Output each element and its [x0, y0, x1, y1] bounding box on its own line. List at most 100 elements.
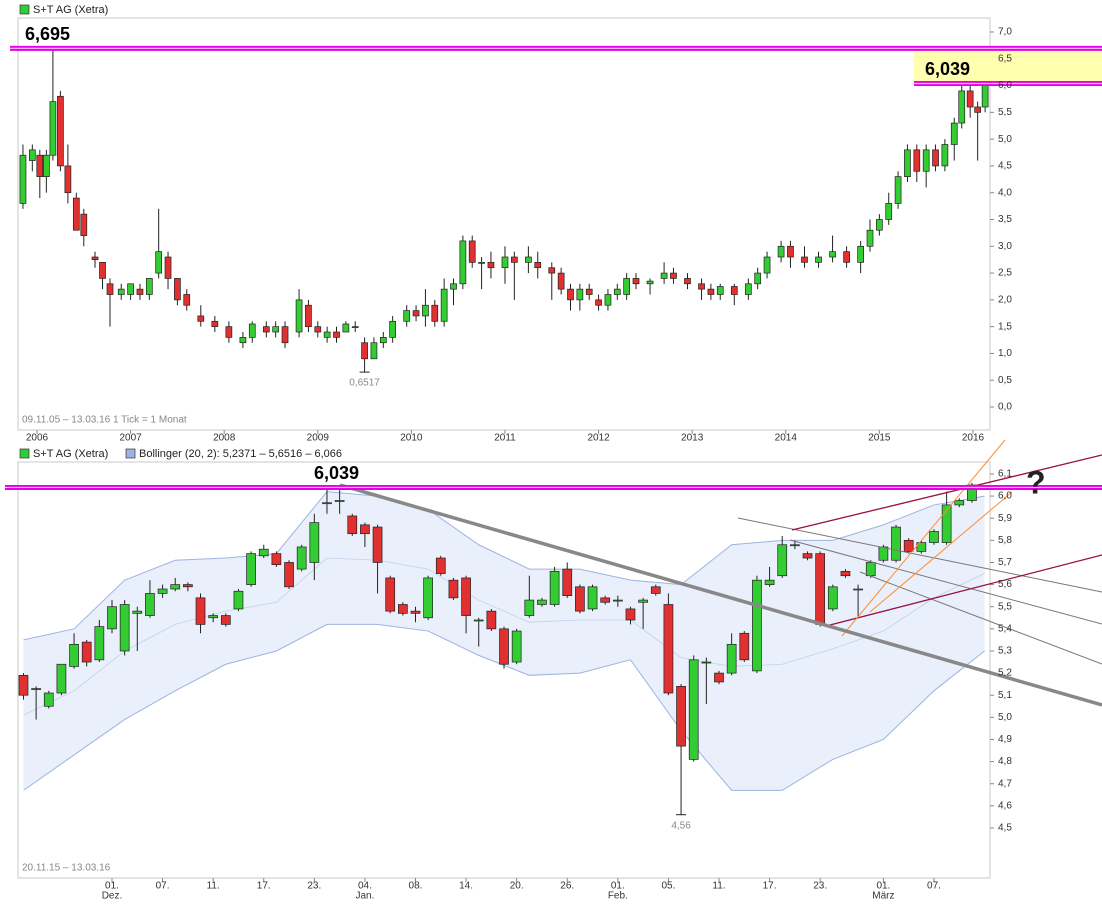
- x-tick-label: 01.: [876, 881, 890, 892]
- level-zone: [914, 48, 1102, 84]
- trend-line: [789, 539, 1102, 625]
- candle-body: [670, 272, 677, 279]
- x-tick-label: 2009: [307, 433, 330, 444]
- candle-body: [233, 590, 244, 610]
- y-tick-label: 4,9: [998, 734, 1012, 745]
- candle-body: [941, 144, 949, 167]
- candle-body: [974, 106, 981, 113]
- candle-body: [587, 586, 598, 610]
- range-label: 09.11.05 – 13.03.16 1 Tick = 1 Monat: [22, 415, 187, 426]
- candle-body: [478, 262, 485, 264]
- candle-body: [333, 331, 340, 338]
- y-tick-label: 6,0: [998, 80, 1012, 91]
- candle-body: [698, 283, 705, 290]
- candle-body: [347, 515, 358, 535]
- candle-body: [422, 304, 429, 317]
- resistance-line: [339, 483, 1102, 707]
- candle-body: [843, 251, 850, 263]
- y-tick-label: 7,0: [998, 27, 1012, 38]
- y-tick-label: 4,6: [998, 801, 1012, 812]
- candle-body: [676, 686, 686, 747]
- candle-body: [81, 641, 92, 663]
- candle-body: [623, 278, 631, 295]
- candle-body: [929, 531, 939, 543]
- candle-body: [389, 320, 397, 338]
- x-tick-label: 01.: [611, 881, 625, 892]
- y-tick-label: 5,5: [998, 601, 1012, 612]
- x-month-label: März: [872, 891, 894, 902]
- candle-body: [69, 643, 79, 667]
- candle-body: [18, 674, 29, 696]
- candle-body: [174, 278, 181, 301]
- y-tick-label: 4,5: [998, 161, 1012, 172]
- candle-body: [107, 606, 117, 630]
- candle-body: [239, 337, 247, 344]
- legend-label: Bollinger (20, 2): 5,2371 – 5,6516 – 6,0…: [139, 448, 342, 460]
- candle-body: [473, 619, 484, 622]
- candle-body: [600, 597, 611, 603]
- candle-body: [650, 586, 661, 594]
- candle-body: [94, 626, 105, 661]
- candle-body: [323, 331, 331, 338]
- candle-body: [385, 577, 396, 612]
- x-tick-label: 05.: [661, 881, 675, 892]
- candle-body: [461, 577, 471, 616]
- trend-lines: [339, 439, 1102, 707]
- level-label: 6,039: [314, 463, 359, 483]
- candle-body: [585, 288, 593, 295]
- candle-body: [744, 283, 752, 295]
- candle-body: [448, 579, 459, 599]
- x-tick-label: 07.: [156, 881, 170, 892]
- candle-body: [904, 149, 911, 177]
- candle-body: [739, 632, 750, 661]
- candle-body: [613, 288, 621, 295]
- candle-body: [663, 604, 674, 694]
- candle-body: [567, 288, 574, 301]
- x-tick-label: 2011: [494, 433, 516, 444]
- candles: [18, 48, 989, 815]
- candle-body: [379, 337, 387, 344]
- candle-body: [714, 672, 724, 683]
- candle-body: [28, 149, 36, 161]
- candle-body: [43, 154, 50, 177]
- candle-body: [501, 256, 509, 269]
- x-tick-label: 23.: [307, 881, 321, 892]
- y-tick-label: 4,5: [998, 823, 1012, 834]
- y-tick-label: 5,8: [998, 535, 1012, 546]
- candle-body: [450, 283, 457, 290]
- y-tick-label: 5,4: [998, 623, 1012, 634]
- legend-swatch: [19, 4, 30, 15]
- candle-body: [360, 524, 370, 535]
- candle-body: [537, 599, 547, 605]
- candle-body: [119, 604, 130, 652]
- candle-body: [246, 553, 256, 585]
- candle-body: [431, 304, 439, 322]
- candle-body: [351, 326, 359, 329]
- text: S+T AG (Xetra) 09.11.05 – 13.03.16 1 Tick…: [19, 4, 1046, 902]
- candle-body: [730, 286, 738, 295]
- candle-body: [866, 229, 874, 247]
- candle-body: [534, 262, 542, 269]
- candle-body: [950, 122, 958, 145]
- y-tick-label: 4,0: [998, 187, 1012, 198]
- x-tick-label: 2010: [400, 433, 423, 444]
- band-middle: [23, 557, 985, 716]
- x-tick-label: 2008: [213, 433, 236, 444]
- candle-body: [342, 323, 350, 333]
- candle-body: [688, 659, 699, 760]
- y-tick-label: 4,7: [998, 778, 1012, 789]
- y-tick-label: 5,1: [998, 690, 1012, 701]
- candle-body: [660, 272, 668, 279]
- channel-line: [791, 454, 1102, 531]
- x-tick-label: 2012: [587, 433, 610, 444]
- candle-body: [248, 323, 256, 338]
- x-tick-label: 11.: [207, 881, 220, 892]
- candle-body: [410, 610, 421, 614]
- x-tick-label: 17.: [763, 881, 777, 892]
- candle-body: [903, 539, 914, 552]
- x-month-label: Dez.: [102, 891, 123, 902]
- candle-body: [334, 500, 345, 502]
- candle-body: [853, 588, 863, 591]
- candle-body: [56, 663, 67, 694]
- y-tick-label: 5,0: [998, 134, 1012, 145]
